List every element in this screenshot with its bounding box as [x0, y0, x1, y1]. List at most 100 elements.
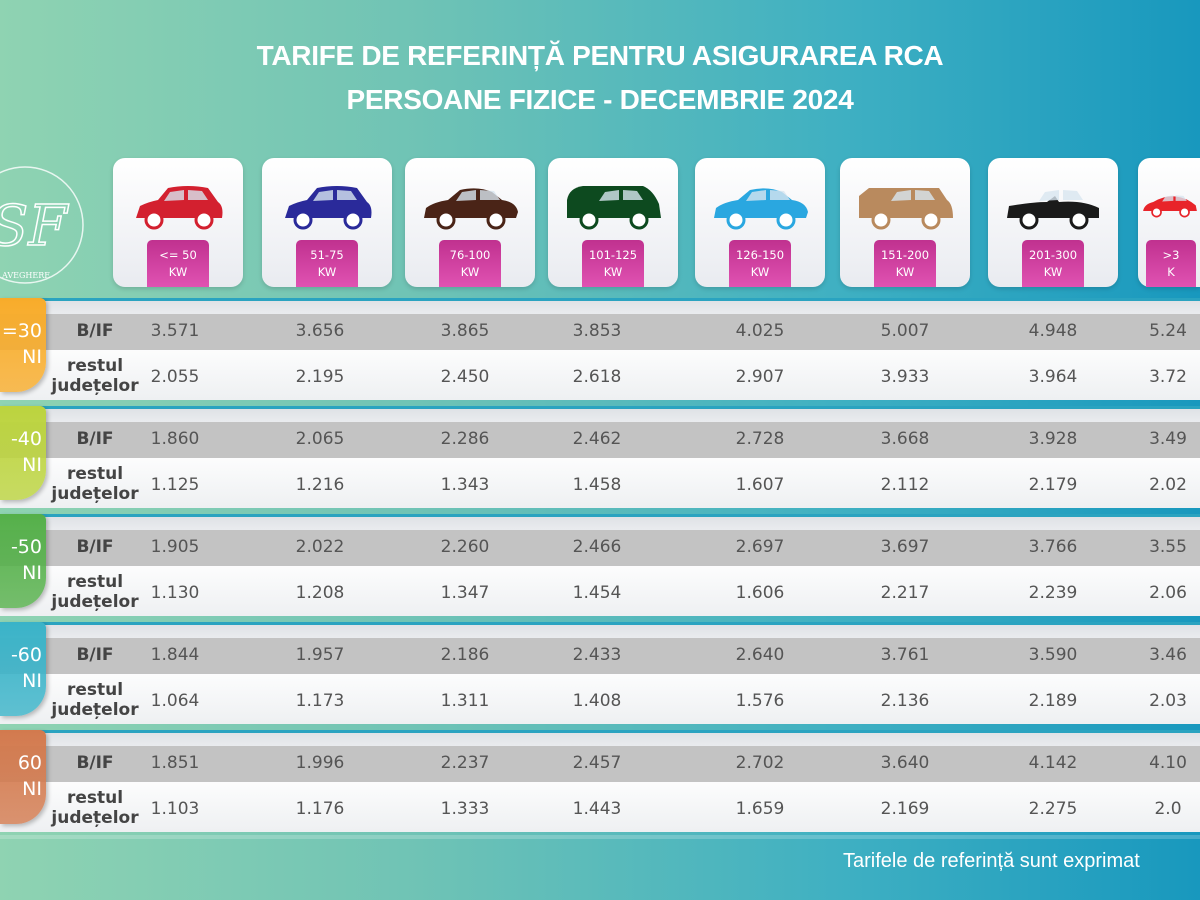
bif-value: 2.728	[735, 429, 785, 449]
bif-value: 3.697	[880, 537, 930, 557]
rest-value: 2.618	[572, 367, 622, 387]
age-group-4: 60 NI B/IF restul județelor 1.851 1.996 2.237…	[0, 730, 1200, 832]
rest-label-2: județelor	[51, 700, 139, 720]
power-unit: KW	[460, 265, 480, 279]
age-tab: -50 NI	[0, 514, 46, 608]
power-range-label: 201-300 KW	[1022, 240, 1084, 287]
row-label-bif: B/IF	[76, 753, 114, 773]
bif-value: 3.46	[1149, 645, 1187, 665]
bif-band	[0, 530, 1200, 566]
power-range: 151-200	[880, 248, 930, 262]
bif-value: 1.996	[295, 753, 345, 773]
power-card-0: <= 50 KW	[113, 158, 243, 287]
title-line-2: PERSOANE FIZICE - DECEMBRIE 2024	[346, 84, 854, 115]
rest-value: 1.173	[295, 691, 345, 711]
rest-value: 1.606	[735, 583, 785, 603]
rest-label-2: județelor	[51, 484, 139, 504]
sedan-icon	[424, 188, 518, 230]
age-group-0: =30 NI B/IF restul județelor 3.571 3.656 3.86…	[0, 298, 1200, 400]
bif-value: 2.697	[735, 537, 785, 557]
age-unit: NI	[22, 346, 42, 368]
bif-value: 1.844	[150, 645, 200, 665]
power-card-4: 126-150 KW	[695, 158, 825, 287]
row-label-bif: B/IF	[76, 429, 114, 449]
bif-value: 3.49	[1149, 429, 1187, 449]
power-range-label: 101-125 KW	[582, 240, 644, 287]
bif-band	[0, 422, 1200, 458]
power-card-3: 101-125 KW	[548, 158, 678, 287]
row-label-rest: restul județelor	[50, 356, 140, 396]
rest-value: 2.03	[1149, 691, 1187, 711]
rest-label-1: restul	[66, 680, 124, 700]
bif-value: 3.640	[880, 753, 930, 773]
rest-value: 1.311	[440, 691, 490, 711]
hatchback-icon	[136, 186, 223, 230]
rest-label-2: județelor	[51, 376, 139, 396]
power-unit: KW	[895, 265, 915, 279]
rest-value: 2.189	[1028, 691, 1078, 711]
age-group-2: -50 NI B/IF restul județelor 1.905 2.022 2.26…	[0, 514, 1200, 616]
convertible-icon	[1007, 190, 1099, 230]
minivan-icon	[567, 186, 661, 230]
rest-value: 2.217	[880, 583, 930, 603]
row-label-bif: B/IF	[76, 321, 114, 341]
rest-label-1: restul	[66, 572, 124, 592]
power-range: 51-75	[310, 248, 344, 262]
rest-value: 2.275	[1028, 799, 1078, 819]
age-group-3: -60 NI B/IF restul județelor 1.844 1.957 2.18…	[0, 622, 1200, 724]
rest-value: 1.208	[295, 583, 345, 603]
power-card-6: 201-300 KW	[988, 158, 1118, 287]
bif-value: 3.571	[150, 321, 200, 341]
rest-label-2: județelor	[51, 592, 139, 612]
power-card-7: >3 K	[1138, 158, 1200, 287]
age-range: -50	[10, 536, 42, 558]
rest-value: 1.333	[440, 799, 490, 819]
bif-value: 4.025	[735, 321, 785, 341]
bif-value: 3.656	[295, 321, 345, 341]
power-card-1: 51-75 KW	[262, 158, 392, 287]
sedan-icon	[714, 188, 808, 230]
bif-value: 2.457	[572, 753, 622, 773]
age-tab: =30 NI	[0, 298, 46, 392]
title-line-1: TARIFE DE REFERINȚĂ PENTRU ASIGURAREA RC…	[256, 40, 944, 71]
power-card-2: 76-100 KW	[405, 158, 535, 287]
row-label-bif: B/IF	[76, 645, 114, 665]
bif-value: 2.640	[735, 645, 785, 665]
rest-value: 1.576	[735, 691, 785, 711]
power-range: >3	[1162, 248, 1180, 262]
rest-value: 1.347	[440, 583, 490, 603]
power-unit: K	[1167, 265, 1175, 279]
power-range: <= 50	[159, 248, 197, 262]
bif-value: 2.186	[440, 645, 490, 665]
bif-value: 3.590	[1028, 645, 1078, 665]
age-unit: NI	[22, 562, 42, 584]
rest-value: 3.72	[1149, 367, 1187, 387]
rest-value: 2.239	[1028, 583, 1078, 603]
rest-label-1: restul	[66, 356, 124, 376]
rest-label-1: restul	[66, 788, 124, 808]
rest-value: 2.055	[150, 367, 200, 387]
rest-value: 1.125	[150, 475, 200, 495]
power-range-label: <= 50 KW	[147, 240, 209, 287]
rest-value: 2.179	[1028, 475, 1078, 495]
rest-label-2: județelor	[51, 808, 139, 828]
row-label-bif: B/IF	[76, 537, 114, 557]
bif-value: 5.24	[1149, 321, 1187, 341]
bif-value: 1.905	[150, 537, 200, 557]
hatchback-icon	[285, 186, 372, 230]
bif-value: 1.860	[150, 429, 200, 449]
bif-value: 2.286	[440, 429, 490, 449]
rest-value: 1.408	[572, 691, 622, 711]
svg-text:AVEGHERE: AVEGHERE	[1, 271, 50, 280]
rest-value: 1.216	[295, 475, 345, 495]
bif-value: 3.761	[880, 645, 930, 665]
footer-note: Tarifele de referință sunt exprimat	[843, 850, 1140, 872]
power-unit: KW	[750, 265, 770, 279]
bif-value: 3.668	[880, 429, 930, 449]
bif-value: 2.065	[295, 429, 345, 449]
age-unit: NI	[22, 670, 42, 692]
age-range: =30	[1, 320, 42, 342]
row-label-rest: restul județelor	[50, 464, 140, 504]
power-range: 201-300	[1028, 248, 1078, 262]
bif-value: 1.957	[295, 645, 345, 665]
